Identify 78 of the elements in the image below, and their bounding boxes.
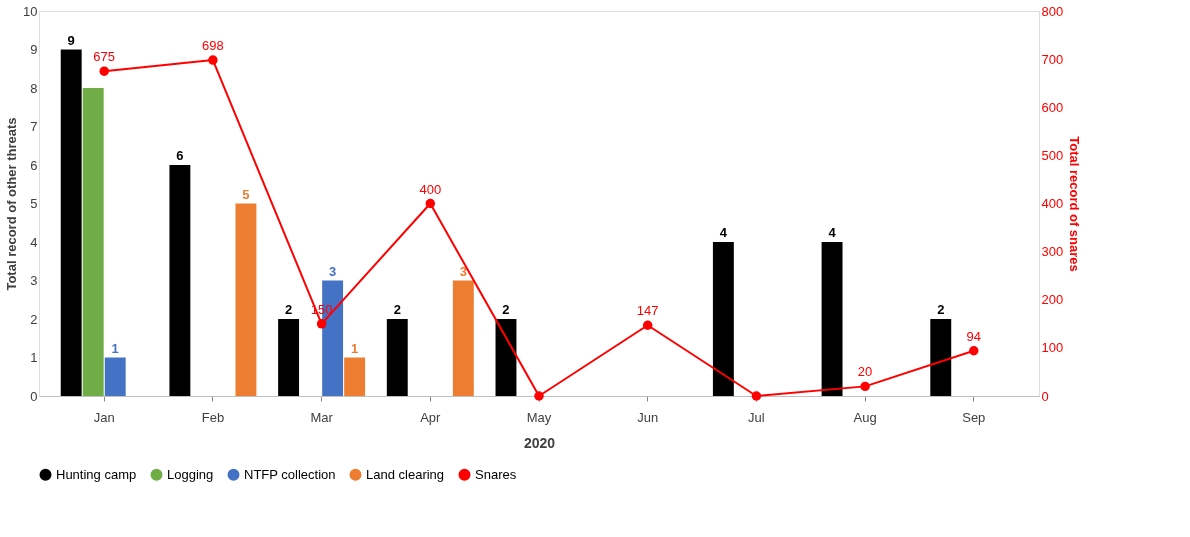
data-label: 5: [242, 186, 250, 202]
x-axis-title: 2020: [523, 434, 556, 451]
data-label: 2: [937, 302, 945, 317]
y-tick-label: 5: [30, 196, 38, 211]
data-label: 2: [502, 302, 510, 317]
data-label: 4: [719, 225, 728, 240]
y2-tick-label: 600: [1041, 99, 1064, 115]
y2-tick-label: 400: [1041, 196, 1064, 211]
y-tick-label: 4: [30, 234, 38, 250]
y-tick-label: 1: [30, 350, 38, 365]
bar: [278, 319, 300, 396]
data-label: 9: [67, 32, 75, 48]
y2-tick-label: 0: [1041, 388, 1049, 404]
point: [860, 381, 870, 392]
legend-label: Land clearing: [366, 466, 445, 482]
legend-label: Logging: [167, 466, 214, 482]
bar: [344, 357, 366, 396]
legend-label: NTFP collection: [244, 466, 336, 482]
x-tick-label: May: [526, 409, 552, 425]
data-label: 4: [828, 225, 837, 240]
bar: [60, 49, 82, 396]
data-label: 2: [393, 302, 401, 317]
point: [642, 320, 653, 330]
point: [99, 66, 109, 76]
y-tick-label: 9: [30, 42, 38, 57]
y-tick-label: 8: [30, 80, 38, 96]
y-tick-label: 7: [30, 119, 38, 134]
bar: [495, 319, 517, 396]
y2-tick-label: 300: [1041, 244, 1064, 260]
bar: [452, 280, 474, 396]
data-label: 147: [636, 303, 659, 319]
y2-tick-label: 100: [1041, 340, 1064, 356]
point: [316, 319, 327, 329]
x-tick-label: Jul: [748, 409, 765, 425]
data-label: 20: [857, 364, 873, 380]
x-tick-label: Mar: [310, 409, 334, 425]
legend-label: Snares: [475, 466, 517, 482]
y2-axis-title: Total record of snares: [1067, 136, 1083, 272]
y-tick-label: 10: [23, 3, 38, 19]
y-tick-label: 3: [30, 273, 38, 288]
bar: [104, 357, 126, 396]
bar: [386, 319, 408, 396]
data-label: 1: [351, 340, 359, 356]
bar: [821, 242, 843, 396]
data-label: 698: [202, 38, 224, 54]
legend-label: Hunting camp: [56, 466, 137, 482]
data-label: 675: [93, 49, 116, 65]
data-label: 3: [459, 263, 467, 279]
data-label: 3: [329, 263, 337, 279]
bar: [169, 165, 191, 396]
data-label: 1: [111, 340, 119, 356]
y-tick-label: 0: [30, 388, 38, 404]
x-tick-label: Jan: [93, 409, 115, 425]
point: [969, 346, 979, 356]
data-label: 2: [284, 302, 293, 317]
data-label: 400: [419, 181, 442, 197]
y2-tick-label: 700: [1041, 51, 1064, 67]
x-tick-label: Sep: [962, 409, 986, 425]
x-tick-label: Feb: [201, 409, 225, 425]
y-tick-label: 6: [30, 157, 38, 173]
point: [425, 198, 436, 209]
y2-tick-label: 200: [1041, 292, 1064, 308]
y2-tick-label: 800: [1041, 3, 1064, 19]
y-axis-title: Total record of other threats: [4, 117, 20, 291]
bar: [930, 319, 952, 396]
point: [534, 391, 544, 401]
x-tick-label: Aug: [853, 409, 877, 425]
data-label: 6: [176, 148, 184, 163]
x-tick-label: Apr: [420, 409, 442, 425]
x-tick-label: Jun: [637, 409, 659, 425]
bar: [235, 203, 257, 396]
y-tick-label: 2: [30, 311, 38, 327]
bar: [712, 242, 734, 396]
data-label: 94: [966, 328, 982, 344]
point: [208, 55, 218, 65]
bar: [82, 88, 104, 396]
point: [751, 391, 762, 401]
y2-tick-label: 500: [1041, 147, 1064, 163]
